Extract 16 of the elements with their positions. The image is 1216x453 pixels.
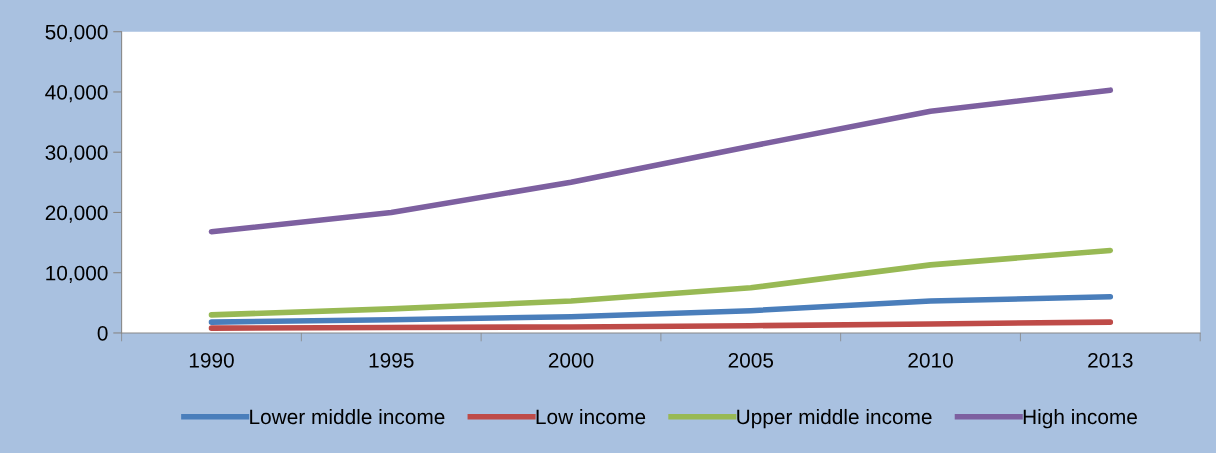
legend-label: Low income — [536, 408, 646, 425]
x-tick-label: 2000 — [548, 352, 594, 368]
legend-label: Upper middle income — [737, 408, 932, 429]
x-tick-label: 2013 — [1088, 352, 1133, 368]
y-tick-label: 10,000 — [46, 265, 108, 283]
x-tick-label: 1990 — [189, 352, 234, 368]
x-tick-label: 2005 — [728, 352, 774, 368]
legend-label: High income — [1023, 408, 1137, 429]
x-tick-label: 2010 — [908, 352, 953, 368]
legend-label: Lower middle income — [250, 408, 445, 425]
x-tick-label: 1995 — [369, 352, 414, 368]
y-tick-label: 20,000 — [45, 205, 108, 223]
y-tick-label: 50,000 — [45, 24, 108, 42]
y-tick-label: 0 — [97, 325, 108, 341]
y-tick-label: 40,000 — [45, 84, 108, 103]
y-tick-label: 30,000 — [45, 145, 108, 163]
